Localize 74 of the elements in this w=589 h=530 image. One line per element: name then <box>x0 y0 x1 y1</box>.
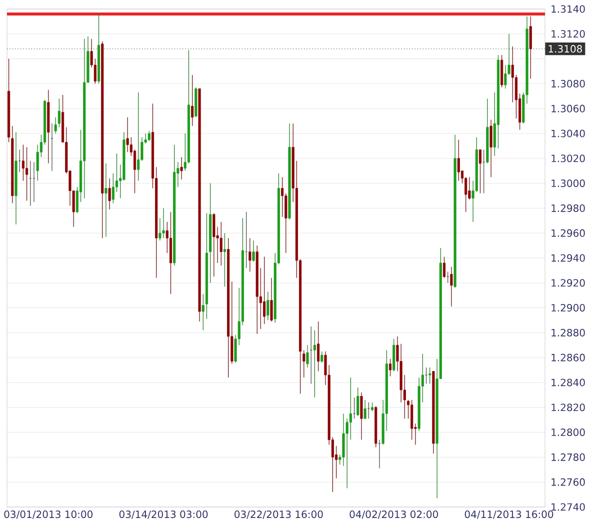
candlestick <box>202 294 204 330</box>
candlestick <box>511 46 514 103</box>
candlestick <box>388 358 392 377</box>
candlestick <box>490 120 492 178</box>
candlestick <box>212 212 216 277</box>
candlestick <box>450 266 453 307</box>
x-tick-label: 03/14/2013 03:00 <box>119 510 208 519</box>
candlestick <box>442 256 446 278</box>
candlestick <box>317 321 320 372</box>
candlestick <box>457 139 460 182</box>
y-tick-label: 1.3040 <box>552 130 585 138</box>
candlestick <box>104 163 108 238</box>
ref-line-label: 1.3108 <box>548 45 582 53</box>
candlestick <box>162 208 165 238</box>
y-tick-label: 1.2960 <box>552 229 585 237</box>
y-tick-label: 1.2980 <box>552 204 585 212</box>
candlestick <box>342 413 345 466</box>
candlestick <box>349 377 352 440</box>
candlestick <box>302 350 306 378</box>
y-tick-label: 1.3140 <box>552 5 585 13</box>
candlestick <box>126 117 129 152</box>
x-tick-label: 03/22/2013 16:00 <box>234 510 323 519</box>
candlestick <box>424 367 428 384</box>
candlestick <box>58 98 60 128</box>
candlestick <box>266 291 270 321</box>
candlestick <box>356 387 360 416</box>
x-tick-label: 03/01/2013 10:00 <box>4 510 93 519</box>
candlestick <box>223 232 226 287</box>
candlestick <box>36 144 39 182</box>
candlestick <box>248 238 252 272</box>
candlestick <box>270 278 273 322</box>
candlestick <box>313 330 316 398</box>
candlestick <box>360 392 363 440</box>
candlestick <box>108 178 111 210</box>
candlestick <box>252 240 255 262</box>
candlestick <box>378 439 381 469</box>
x-tick-label: 04/02/2013 02:00 <box>350 510 438 519</box>
y-tick-label: 1.3060 <box>552 104 585 112</box>
candlestick <box>468 176 471 200</box>
y-tick-label: 1.2780 <box>552 453 585 461</box>
candlestick <box>148 130 150 142</box>
candlestick <box>428 367 432 384</box>
y-tick-label: 1.2920 <box>552 279 585 287</box>
x-tick-label: 04/11/2013 16:00 <box>464 510 554 519</box>
candlestick <box>410 400 414 440</box>
candlestick <box>50 123 54 172</box>
candlestick <box>191 74 194 126</box>
y-tick-label: 1.2860 <box>552 354 585 362</box>
candlestick <box>478 149 482 194</box>
candlestick <box>306 344 309 368</box>
candlestick <box>529 16 532 80</box>
y-tick-label: 1.2820 <box>552 404 585 412</box>
candlestick <box>320 351 324 363</box>
y-tick-label: 1.2740 <box>552 503 585 511</box>
candlestick <box>220 222 222 266</box>
candlestick <box>112 173 114 204</box>
y-tick-label: 1.2840 <box>552 378 585 386</box>
candlestick <box>137 92 140 182</box>
y-tick-label: 1.2880 <box>552 328 585 336</box>
candlestick <box>263 256 266 324</box>
y-tick-label: 1.3000 <box>552 180 585 188</box>
y-tick-label: 1.2760 <box>552 478 585 486</box>
y-tick-label: 1.2900 <box>552 304 585 312</box>
candlestick <box>54 117 57 134</box>
candlestick <box>364 400 366 419</box>
candlestick <box>26 146 28 202</box>
candlestick <box>180 156 183 180</box>
y-tick-label: 1.3080 <box>552 80 585 88</box>
candlestick <box>22 144 24 182</box>
candlestick <box>281 176 284 218</box>
y-tick-label: 1.3120 <box>552 30 585 38</box>
y-tick-label: 1.3020 <box>552 154 585 162</box>
y-tick-label: 1.2940 <box>552 254 585 262</box>
y-tick-label: 1.2800 <box>552 428 585 436</box>
